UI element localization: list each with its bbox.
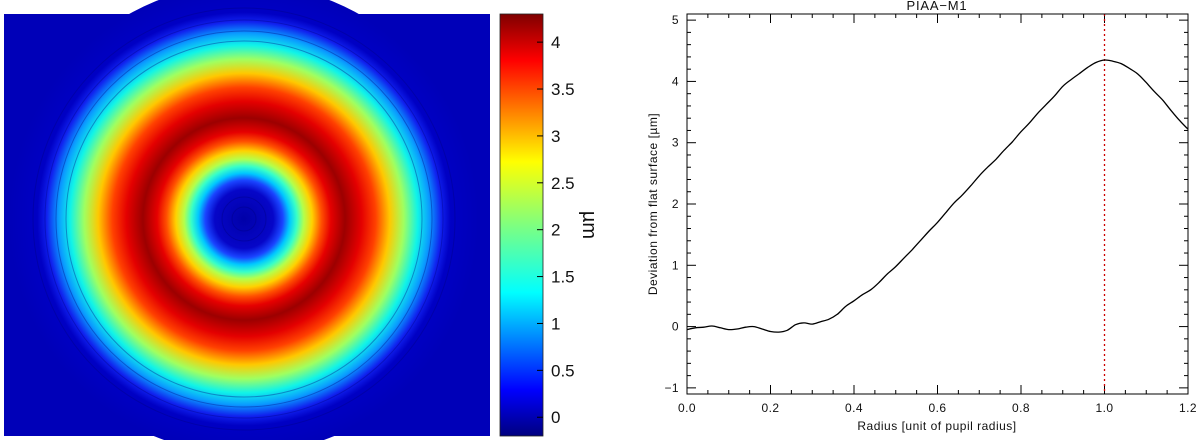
y-tick-label: 3	[672, 136, 679, 150]
colorbar-tick-label: 2.5	[551, 174, 575, 193]
x-tick-label: 0.8	[1012, 401, 1030, 415]
colorbar-tick-label: 2	[551, 221, 560, 240]
y-tick-label: 4	[672, 74, 679, 88]
y-tick-label: 2	[672, 197, 679, 211]
colorbar-tick-label: 3.5	[551, 80, 575, 99]
faint-ring-artifacts	[32, 7, 456, 431]
surface-map-rings	[9, 0, 479, 440]
plot-ticks: 0.0 0.2 0.4 0.6 0.8 1.0 1.2 −1 0 1 2 3 4 5	[665, 13, 1197, 415]
plot-frame	[686, 13, 1189, 395]
colorbar: 0 0.5 1 1.5 2 2.5 3 3.5 4 µm	[499, 13, 600, 437]
x-tick-label: 0.0	[678, 401, 696, 415]
colorbar-label: µm	[578, 211, 600, 239]
plot-title: PIAA−M1	[907, 0, 968, 13]
line-plot: PIAA−M1 0.0 0.2 0.4 0.6 0.8 1.0 1.2 −1 0 1 2 3 4 5 Ra…	[646, 0, 1197, 433]
colorbar-tick-label: 4	[551, 33, 560, 52]
colorbar-tick-label: 1	[551, 314, 560, 333]
x-axis-label: Radius [unit of pupil radius]	[857, 419, 1016, 433]
colorbar-tick-label: 1.5	[551, 268, 575, 287]
colorbar-tick-label: 0.5	[551, 361, 575, 380]
x-tick-label: 0.6	[929, 401, 947, 415]
y-tick-label: 1	[672, 258, 679, 272]
colorbar-tick-label: 0	[551, 408, 560, 427]
y-tick-label: −1	[665, 381, 679, 395]
x-tick-label: 1.0	[1096, 401, 1114, 415]
x-tick-label: 0.2	[762, 401, 780, 415]
y-tick-label: 5	[672, 13, 679, 27]
colorbar-ticks: 0 0.5 1 1.5 2 2.5 3 3.5 4	[537, 33, 575, 427]
colorbar-tick-label: 3	[551, 127, 560, 146]
y-axis-label: Deviation from flat surface [µm]	[646, 113, 660, 295]
y-tick-label: 0	[672, 320, 679, 334]
series-line-piaa-m1	[686, 59, 1189, 333]
x-tick-label: 0.4	[845, 401, 863, 415]
surface-map	[4, 0, 490, 440]
colorbar-gradient	[499, 13, 544, 437]
x-tick-label: 1.2	[1179, 401, 1197, 415]
